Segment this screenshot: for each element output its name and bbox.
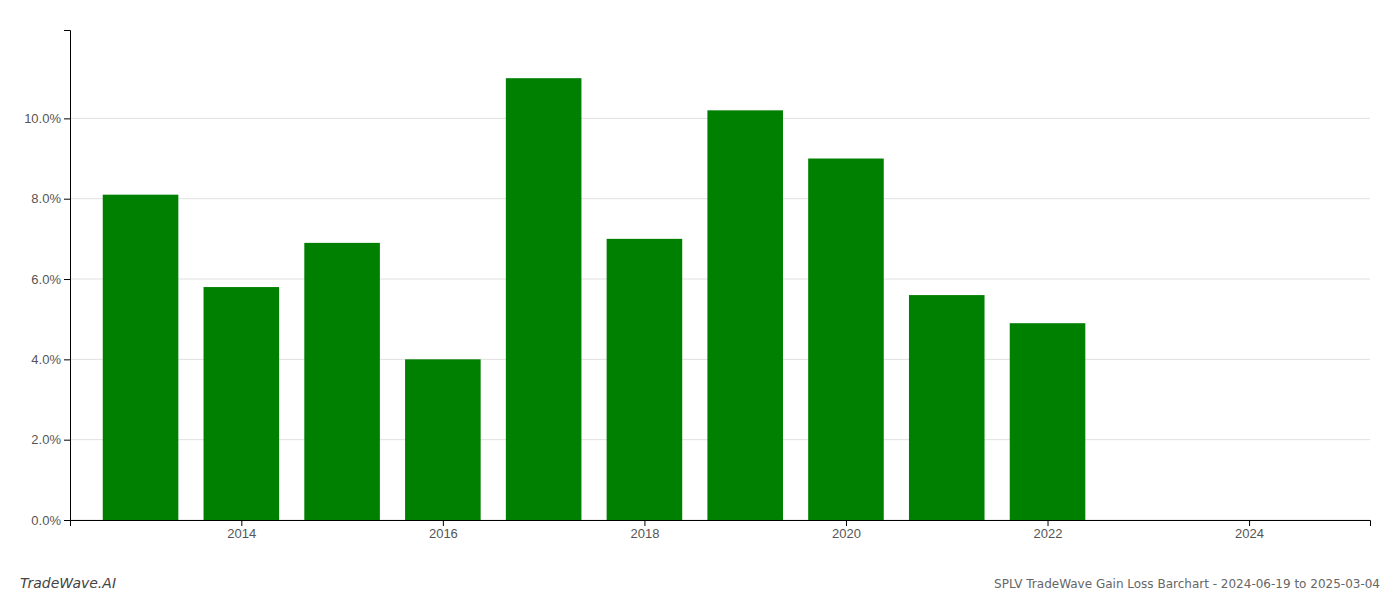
bar [909, 295, 985, 520]
x-axis-line [71, 521, 1371, 527]
bar [607, 239, 683, 520]
x-axis: 2014 2016 2018 2020 2022 2024 [71, 520, 1371, 541]
x-tick-label: 2024 [1235, 526, 1264, 541]
bar [1010, 323, 1086, 520]
x-tick: 2024 [1235, 520, 1264, 541]
y-axis-line [64, 31, 71, 521]
bar [103, 195, 179, 520]
bar [808, 159, 884, 520]
y-tick-label: 4.0% [31, 352, 61, 367]
x-tick: 2022 [1034, 520, 1063, 541]
x-tick-label: 2022 [1034, 526, 1063, 541]
y-tick-mark [64, 359, 70, 360]
x-tick-label: 2018 [630, 526, 659, 541]
y-tick: 0.0% [31, 513, 70, 528]
y-tick: 4.0% [31, 352, 70, 367]
y-tick-label: 6.0% [31, 272, 61, 287]
y-tick-mark [64, 520, 70, 521]
y-tick: 6.0% [31, 272, 70, 287]
y-tick-label: 10.0% [24, 111, 61, 126]
bar [405, 359, 481, 520]
x-tick-label: 2016 [429, 526, 458, 541]
x-tick-mark [846, 520, 847, 526]
x-tick-mark [644, 520, 645, 526]
x-tick: 2014 [227, 520, 256, 541]
y-tick-label: 8.0% [31, 191, 61, 206]
x-tick: 2016 [429, 520, 458, 541]
bar [506, 78, 582, 520]
y-tick-mark [64, 118, 70, 119]
y-tick: 10.0% [24, 111, 70, 126]
x-tick-mark [241, 520, 242, 526]
y-axis: 0.0% 2.0% 4.0% 6.0% 8.0% 10.0% [24, 31, 70, 528]
bar [707, 110, 783, 520]
y-tick: 2.0% [31, 432, 70, 447]
y-tick-mark [64, 199, 70, 200]
footer-left: TradeWave.AI [20, 575, 116, 591]
x-tick-label: 2014 [227, 526, 256, 541]
y-tick-label: 2.0% [31, 432, 61, 447]
bar [1111, 520, 1187, 521]
y-tick-mark [64, 279, 70, 280]
x-tick-mark [443, 520, 444, 526]
x-tick-label: 2020 [832, 526, 861, 541]
x-tick-mark [1048, 520, 1049, 526]
bar [304, 243, 380, 520]
y-tick: 8.0% [31, 191, 70, 206]
x-tick-mark [1249, 520, 1250, 526]
y-tick-label: 0.0% [31, 513, 61, 528]
footer-right: SPLV TradeWave Gain Loss Barchart - 2024… [994, 577, 1380, 591]
bars [103, 78, 1086, 520]
x-tick: 2020 [832, 520, 861, 541]
plot: 2014 2016 2018 2020 2022 2024 0.0% 2.0% 4.0% 6.0%… [24, 31, 1370, 542]
y-tick-mark [64, 440, 70, 441]
chart: 2014 2016 2018 2020 2022 2024 0.0% 2.0% 4.0% 6.0%… [0, 0, 1400, 600]
bar [204, 287, 280, 520]
x-tick: 2018 [630, 520, 659, 541]
